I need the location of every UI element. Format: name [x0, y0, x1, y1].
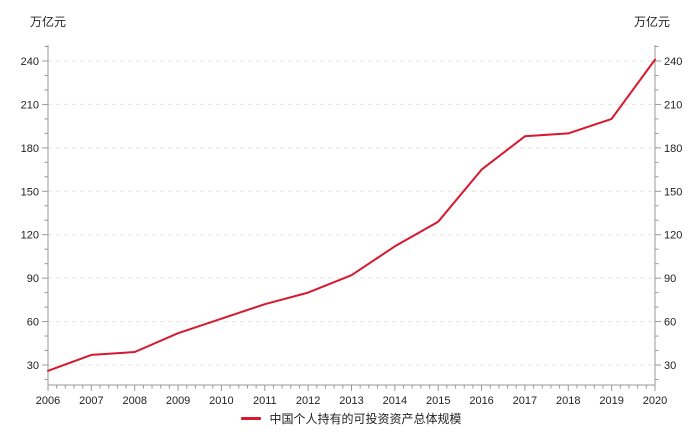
- x-tick-label: 2012: [296, 395, 320, 407]
- series-line: [47, 58, 656, 372]
- x-tick-label: 2013: [339, 395, 363, 407]
- y-tick-label-left: 150: [21, 186, 39, 198]
- y-tick-label-right: 180: [664, 143, 682, 155]
- x-tick-label: 2017: [513, 395, 537, 407]
- y-tick-label-left: 90: [27, 273, 39, 285]
- x-tick-label: 2019: [599, 395, 623, 407]
- x-tick-label: 2018: [556, 395, 580, 407]
- x-tick-label: 2014: [383, 395, 407, 407]
- y-tick-label-right: 60: [664, 317, 676, 329]
- x-tick-label: 2006: [36, 395, 60, 407]
- y-tick-label-left: 210: [21, 99, 39, 111]
- y-axis-unit-label-left: 万亿元: [30, 15, 67, 29]
- y-tick-label-right: 120: [664, 230, 682, 242]
- y-tick-label-right: 90: [664, 273, 676, 285]
- x-tick-label: 2011: [253, 395, 277, 407]
- x-tick-label: 2007: [79, 395, 103, 407]
- y-tick-label-left: 60: [27, 317, 39, 329]
- y-tick-label-right: 150: [664, 186, 682, 198]
- legend-series-label: 中国个人持有的可投资资产总体规模: [269, 412, 462, 426]
- y-tick-label-left: 180: [21, 143, 39, 155]
- legend: 中国个人持有的可投资资产总体规模: [48, 410, 655, 427]
- x-tick-label: 2008: [122, 395, 146, 407]
- y-tick-label-left: 120: [21, 230, 39, 242]
- x-tick-label: 2020: [643, 395, 667, 407]
- x-tick-label: 2009: [166, 395, 190, 407]
- y-tick-label-right: 210: [664, 99, 682, 111]
- y-tick-label-left: 30: [27, 360, 39, 372]
- legend-line-marker: [241, 417, 262, 420]
- x-tick-label: 2015: [426, 395, 450, 407]
- y-tick-label-right: 30: [664, 360, 676, 372]
- x-tick-label: 2016: [469, 395, 493, 407]
- y-axis-unit-label-right: 万亿元: [633, 15, 670, 29]
- x-tick-label: 2010: [209, 395, 233, 407]
- y-tick-label-left: 240: [21, 56, 39, 68]
- y-tick-label-right: 240: [664, 56, 682, 68]
